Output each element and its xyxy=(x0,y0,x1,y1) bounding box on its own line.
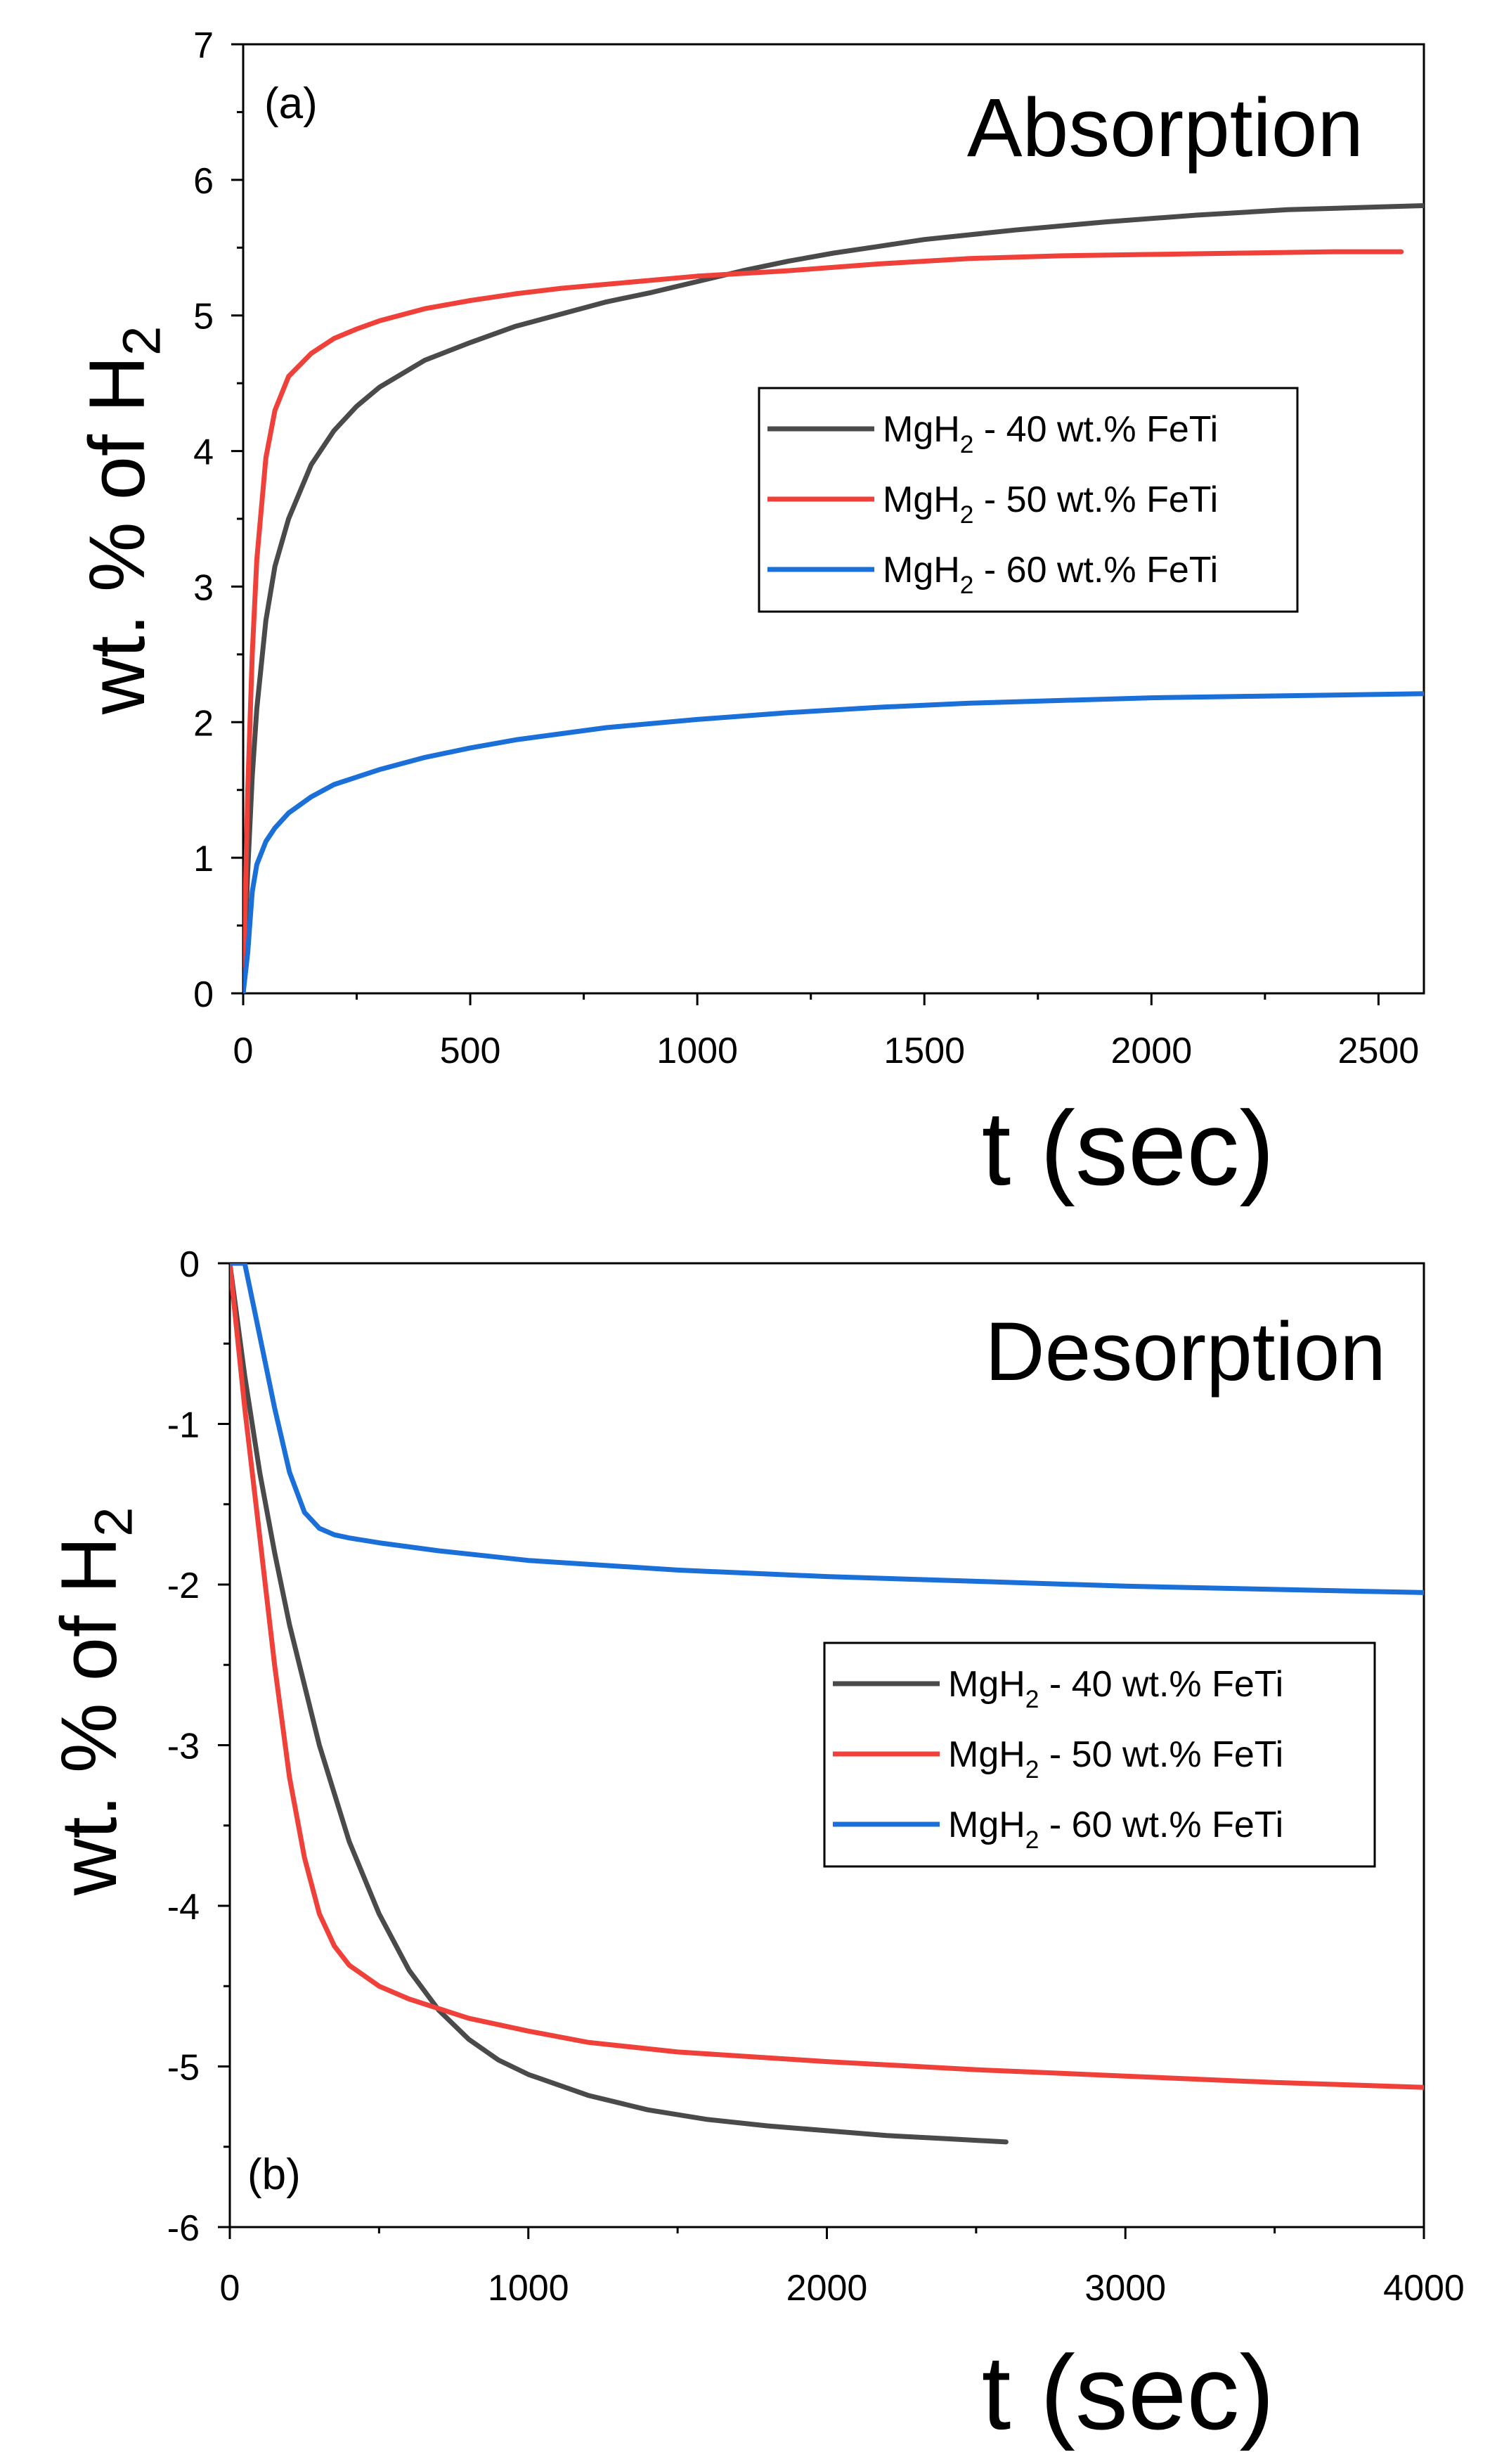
y-tick-label: 0 xyxy=(193,974,214,1015)
x-tick-label: 1000 xyxy=(488,2268,569,2309)
x-tick-label: 2000 xyxy=(1110,1031,1192,1071)
legend: MgH2 - 40 wt.% FeTi MgH2 - 50 wt.% FeTi Mg… xyxy=(823,1641,1376,1868)
chart-title: Absorption xyxy=(967,82,1363,174)
legend-label: MgH2 - 50 wt.% FeTi xyxy=(883,479,1218,529)
x-axis-label: t (sec) xyxy=(982,2333,1275,2451)
legend-label: MgH2 - 60 wt.% FeTi xyxy=(883,550,1218,599)
y-axis-label-sub: 2 xyxy=(112,326,171,356)
x-tick-label: 0 xyxy=(220,2268,240,2309)
y-axis-label: wt. % of H2 xyxy=(73,326,171,716)
y-tick-label: -3 xyxy=(167,1727,200,1767)
x-tick-label: 500 xyxy=(440,1031,501,1071)
y-tick-label: -4 xyxy=(167,1887,200,1928)
legend-label: MgH2 - 40 wt.% FeTi xyxy=(948,1664,1283,1713)
y-tick-label: -2 xyxy=(167,1566,200,1606)
series-line-40wt xyxy=(243,203,1424,993)
series-line-60wt xyxy=(243,691,1424,993)
x-axis-label: t (sec) xyxy=(982,1089,1275,1207)
legend: MgH2 - 40 wt.% FeTi MgH2 - 50 wt.% FeTi Mg… xyxy=(758,387,1299,613)
y-tick-label: 2 xyxy=(193,703,214,744)
panel-label: (b) xyxy=(247,2150,301,2199)
chart-panel-desorption: 0 1000 2000 3000 4000 0 -1 -2 -3 -4 -5 -6 Desorption… xyxy=(45,1244,1465,2451)
y-tick-label: 0 xyxy=(179,1244,200,1285)
series-line-40wt xyxy=(230,1263,1009,2145)
series-line-60wt xyxy=(230,1263,1424,1595)
x-tick-label: 1000 xyxy=(656,1031,738,1071)
y-tick-label: -5 xyxy=(167,2048,200,2089)
chart-title: Desorption xyxy=(985,1305,1386,1398)
y-axis-label-main: wt. % of H xyxy=(45,1537,133,1896)
y-axis-label: wt. % of H2 xyxy=(45,1507,143,1897)
y-axis-label-sub: 2 xyxy=(84,1507,143,1537)
legend-label: MgH2 - 60 wt.% FeTi xyxy=(948,1805,1283,1854)
y-tick-label: 6 xyxy=(193,161,214,202)
legend-label: MgH2 - 40 wt.% FeTi xyxy=(883,409,1218,458)
series-line-50wt xyxy=(230,1263,1424,2090)
legend-label: MgH2 - 50 wt.% FeTi xyxy=(948,1734,1283,1784)
chart-panel-absorption: 0 500 1000 1500 2000 2500 0 1 2 3 4 5 6 7 Absorption (a… xyxy=(73,25,1425,1207)
x-tick-label: 1500 xyxy=(883,1031,965,1071)
x-tick-label: 2000 xyxy=(786,2268,868,2309)
series-line-50wt xyxy=(243,249,1404,993)
x-tick-label: 2500 xyxy=(1338,1031,1420,1071)
y-tick-label: 4 xyxy=(193,432,214,473)
y-tick-label: 5 xyxy=(193,297,214,337)
x-tick-label: 3000 xyxy=(1084,2268,1166,2309)
panel-label: (a) xyxy=(264,79,318,128)
y-axis-label-main: wt. % of H xyxy=(73,356,161,715)
x-tick-label: 0 xyxy=(233,1031,254,1071)
y-tick-label: 7 xyxy=(193,25,214,66)
y-tick-label: 1 xyxy=(193,839,214,879)
y-tick-label: -6 xyxy=(167,2208,200,2249)
y-tick-label: 3 xyxy=(193,567,214,608)
x-tick-label: 4000 xyxy=(1383,2268,1465,2309)
y-tick-label: -1 xyxy=(167,1405,200,1446)
